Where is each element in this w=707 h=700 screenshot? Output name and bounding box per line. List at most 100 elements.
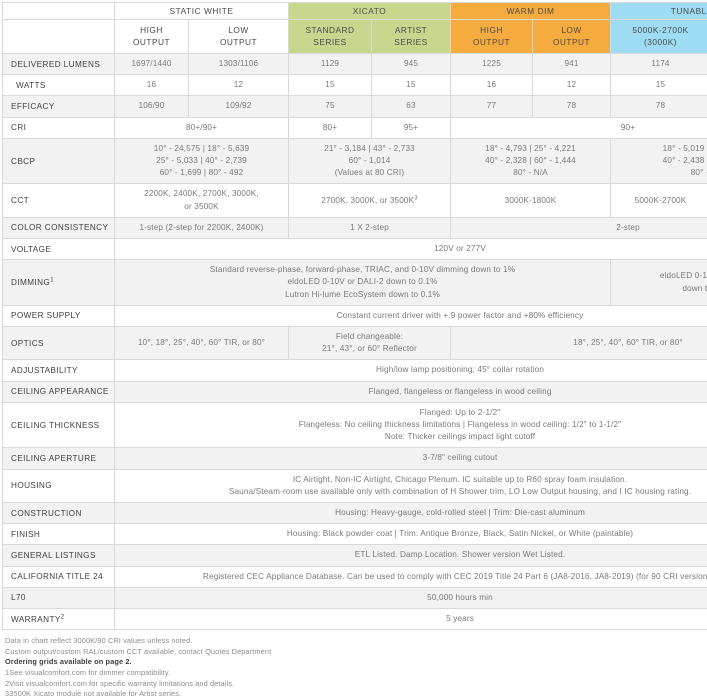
- header-group-tunable-white: TUNABLE WHITE: [611, 3, 707, 20]
- table-cell: 90+: [451, 117, 707, 138]
- cell-text: Flanged, flangeless or flangeless in woo…: [368, 387, 551, 396]
- table-cell: 2-step: [451, 217, 707, 238]
- header-group-static-white: STATIC WHITE: [115, 3, 289, 20]
- row-label-text: CEILING APPEARANCE: [11, 387, 109, 396]
- row-label-text: WATTS: [16, 81, 46, 90]
- row-label-text: DELIVERED LUMENS: [11, 60, 100, 69]
- row-label-general-listings: GENERAL LISTINGS: [3, 545, 115, 566]
- cell-line: 40° - 2,328 | 60° - 1,444: [454, 155, 607, 167]
- footnote-marker: 3: [414, 195, 418, 201]
- table-cell: 5000K-2700K: [611, 184, 707, 217]
- table-cell: 15: [611, 75, 707, 96]
- cell-text: 75: [325, 101, 334, 110]
- row-label-text: WARRANTY: [11, 615, 61, 624]
- cell-line: 60° - 1,699 | 80° - 492: [118, 167, 285, 179]
- cell-line: 40° - 2,438 | 60° - 1,512: [614, 155, 707, 167]
- table-cell: Standard reverse-phase, forward-phase, T…: [115, 260, 611, 306]
- table-cell: 945: [372, 54, 451, 75]
- header-column-line2: OUTPUT: [534, 37, 609, 49]
- cell-line: Flangeless: No ceiling thickness limitat…: [118, 419, 707, 431]
- cell-text: 3-7/8" ceiling cutout: [423, 453, 498, 462]
- row-label-text: DIMMING: [11, 278, 50, 287]
- table-cell: High/low lamp positioning; 45° collar ro…: [115, 360, 707, 381]
- row-label-text: CCT: [11, 196, 29, 205]
- cell-line: eldoLED 0-10V or DALI-2 down to 0.1%: [118, 276, 607, 288]
- row-label-text: FINISH: [11, 530, 40, 539]
- table-cell: 1225: [451, 54, 533, 75]
- header-column-line1: STANDARD: [290, 25, 370, 37]
- cell-text: 16: [487, 80, 496, 89]
- header-column-line1: 5000K-2700K: [612, 25, 707, 37]
- cell-line: 21°, 43°, or 60° Reflector: [292, 343, 447, 355]
- cell-line: Lutron Hi-lume EcoSystem down to 0.1%: [118, 289, 607, 301]
- cell-text: 77: [487, 101, 496, 110]
- table-row: CEILING APPEARANCE Flanged, flangeless or…: [3, 381, 707, 402]
- footnote-line: Ordering grids available on page 2.: [5, 657, 705, 668]
- row-label-optics: OPTICS: [3, 327, 115, 360]
- cell-text: 1 X 2-step: [350, 223, 389, 232]
- cell-text: 78: [656, 101, 665, 110]
- row-label-l70: L70: [3, 587, 115, 608]
- cell-text: 3000K-1800K: [505, 196, 557, 205]
- cell-line: Standard reverse-phase, forward-phase, T…: [118, 264, 607, 276]
- cell-text: 106/90: [139, 101, 165, 110]
- header-column-line1: ARTIST: [373, 25, 449, 37]
- footnote-text: Ordering grids available on page 2.: [5, 657, 132, 666]
- cell-text: 1697/1440: [131, 59, 171, 68]
- row-label-text: VOLTAGE: [11, 245, 51, 254]
- cell-text: 10°, 18°, 25°, 40°, 60° TIR, or 80°: [138, 338, 265, 347]
- cell-line: 80° - N/A: [454, 167, 607, 179]
- table-cell: Field changeable:21°, 43°, or 60° Reflec…: [289, 327, 451, 360]
- row-label-finish: FINISH: [3, 524, 115, 545]
- footnote-marker: 1: [50, 277, 54, 283]
- table-cell: Constant current driver with +.9 power f…: [115, 305, 707, 326]
- cell-text: High/low lamp positioning; 45° collar ro…: [376, 365, 544, 374]
- cell-text: 1129: [321, 59, 339, 68]
- table-cell: Flanged: Up to 2-1/2"Flangeless: No ceil…: [115, 402, 707, 448]
- cell-text: 18°, 25°, 40°, 60° TIR, or 80°: [573, 338, 682, 347]
- table-cell: 50,000 hours min: [115, 587, 707, 608]
- cell-line: 18° - 5,019 | 25° - 4,220: [614, 143, 707, 155]
- cell-text: 80+: [323, 123, 337, 132]
- cell-text: 78: [567, 101, 576, 110]
- cell-line: or 3500K: [118, 201, 285, 213]
- cell-text: Registered CEC Appliance Database. Can b…: [203, 572, 707, 581]
- row-label-text: CBCP: [11, 157, 35, 166]
- cell-text: 12: [234, 80, 243, 89]
- table-cell: 18° - 5,019 | 25° - 4,22040° - 2,438 | 6…: [611, 138, 707, 184]
- footnote-line: Custom output/custom RAL/custom CCT avai…: [5, 647, 705, 658]
- table-cell: 109/92: [189, 96, 289, 117]
- table-row: DIMMING1 Standard reverse-phase, forward-…: [3, 260, 707, 306]
- header-column-line1: HIGH: [116, 25, 187, 37]
- cell-line: Field changeable:: [292, 331, 447, 343]
- table-cell: 5 years: [115, 609, 707, 630]
- cell-line: down to 0.1%: [614, 283, 707, 295]
- cell-text: 945: [404, 59, 418, 68]
- table-cell: 120V or 277V: [115, 239, 707, 260]
- table-cell: 78: [533, 96, 611, 117]
- row-label-text: COLOR CONSISTENCY: [11, 223, 108, 232]
- table-row: DELIVERED LUMENS 1697/1440 1303/1106 1129 94…: [3, 54, 707, 75]
- cell-text: 1303/1106: [219, 59, 258, 68]
- header-column-line2: SERIES: [290, 37, 370, 49]
- table-cell: 2700K, 3000K, or 3500K3: [289, 184, 451, 217]
- cell-text: 80+/90+: [186, 123, 217, 132]
- table-cell: 63: [372, 96, 451, 117]
- row-label-text: EFFICACY: [11, 102, 55, 111]
- cell-text: 63: [406, 101, 415, 110]
- table-cell: 77: [451, 96, 533, 117]
- footnote-line: 1See visualcomfort.com for dimmer compat…: [5, 668, 705, 679]
